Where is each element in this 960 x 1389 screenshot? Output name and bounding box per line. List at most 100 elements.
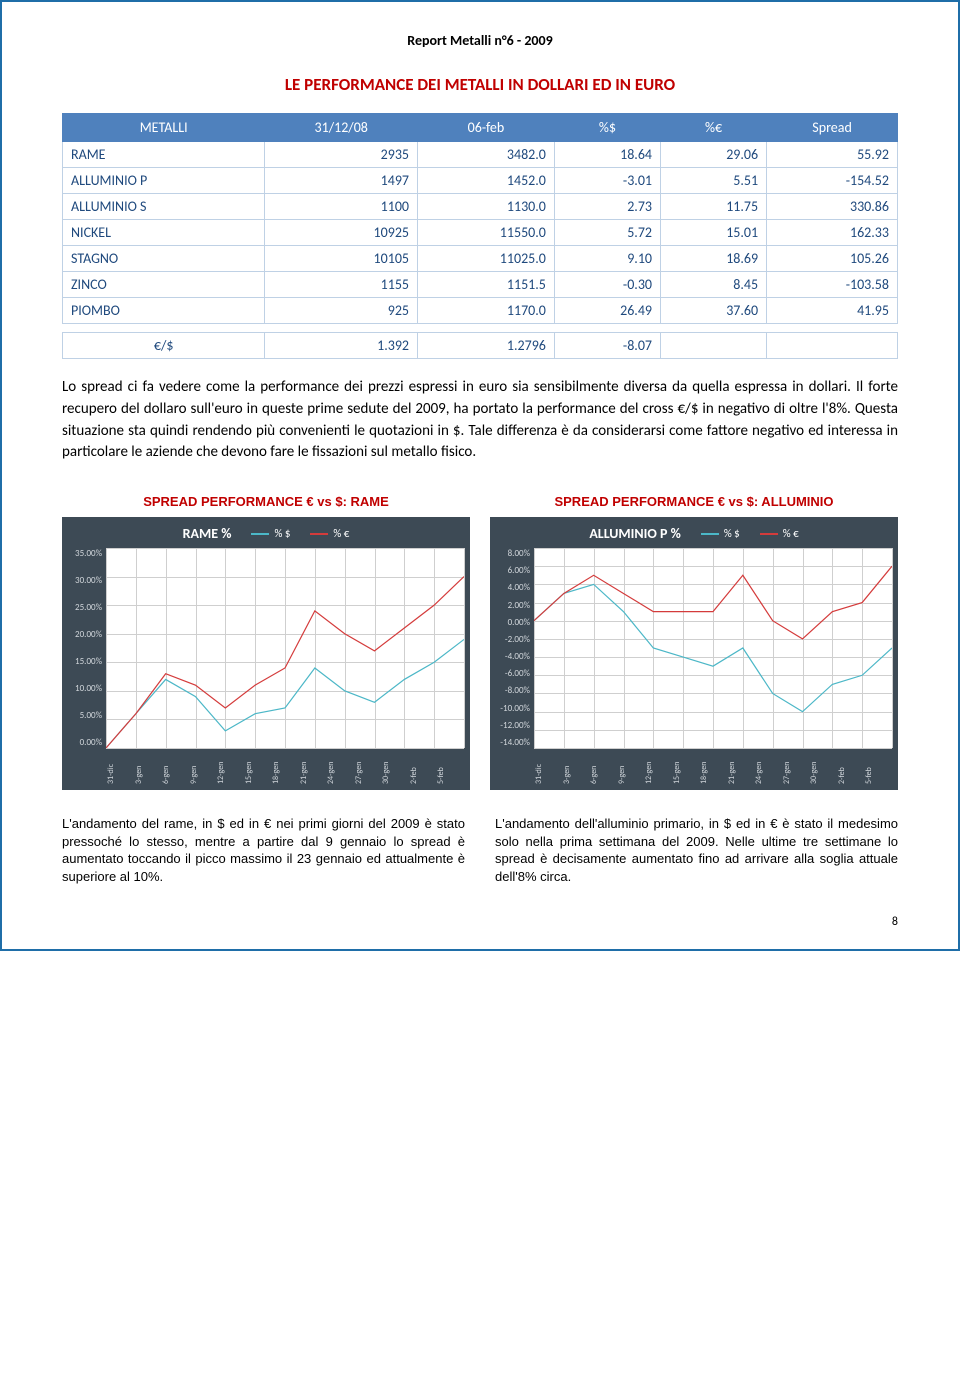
table-cell: 26.49 [554, 298, 660, 324]
section-title: LE PERFORMANCE DEI METALLI IN DOLLARI ED… [62, 74, 898, 95]
table-cell: 1.2796 [418, 333, 555, 359]
y-tick-label: -6.00% [496, 668, 530, 679]
x-tick-label: 27-gen [354, 752, 382, 784]
legend-label: % € [333, 527, 349, 540]
table-row: ALLUMINIO S11001130.02.7311.75330.86 [63, 194, 898, 220]
table-cell: 10925 [265, 220, 418, 246]
y-tick-label: 0.00% [496, 617, 530, 628]
table-header-cell: 06-feb [418, 114, 555, 142]
y-tick-label: 30.00% [68, 575, 102, 586]
x-tick-label: 12-gen [644, 752, 672, 784]
table-cell: 5.72 [554, 220, 660, 246]
table-cell: 15.01 [661, 220, 767, 246]
y-tick-label: 25.00% [68, 602, 102, 613]
table-row: ALLUMINIO P14971452.0-3.015.51-154.52 [63, 168, 898, 194]
y-tick-label: -4.00% [496, 651, 530, 662]
chart-rame: SPREAD PERFORMANCE € vs $: RAME RAME %% … [62, 494, 470, 790]
y-tick-label: -14.00% [496, 737, 530, 748]
x-tick-label: 18-gen [271, 752, 299, 784]
table-cell: 1155 [265, 272, 418, 298]
table-cell: 2935 [265, 142, 418, 168]
y-tick-label: 8.00% [496, 548, 530, 559]
table-row: RAME29353482.018.6429.0655.92 [63, 142, 898, 168]
x-tick-label: 30-gen [381, 752, 409, 784]
legend-swatch [701, 533, 719, 535]
table-cell: €/$ [63, 333, 265, 359]
table-cell: ZINCO [63, 272, 265, 298]
table-cell: 9.10 [554, 246, 660, 272]
note-alluminio: L'andamento dell'alluminio primario, in … [495, 815, 898, 885]
x-tick-label: 15-gen [244, 752, 272, 784]
plot-area [534, 548, 892, 748]
table-cell: 1170.0 [418, 298, 555, 324]
table-cell: -8.07 [554, 333, 660, 359]
table-cell [767, 333, 898, 359]
x-tick-label: 9-gen [617, 752, 645, 784]
y-axis: 8.00%6.00%4.00%2.00%0.00%-2.00%-4.00%-6.… [496, 548, 534, 748]
x-tick-label: 3-gen [562, 752, 590, 784]
legend-swatch [251, 533, 269, 535]
table-cell: -3.01 [554, 168, 660, 194]
table-header-cell: 31/12/08 [265, 114, 418, 142]
table-cell: PIOMBO [63, 298, 265, 324]
x-tick-label: 2-feb [837, 752, 865, 784]
table-cell [661, 333, 767, 359]
table-cell: 162.33 [767, 220, 898, 246]
legend-label: % € [783, 527, 799, 540]
legend-label: % $ [724, 527, 740, 540]
y-tick-label: -2.00% [496, 634, 530, 645]
table-cell: 1497 [265, 168, 418, 194]
table-cell: 2.73 [554, 194, 660, 220]
page-number: 8 [62, 915, 898, 929]
x-tick-label: 2-feb [409, 752, 437, 784]
table-cell: 1130.0 [418, 194, 555, 220]
x-tick-label: 31-dic [106, 752, 134, 784]
table-row: NICKEL1092511550.05.7215.01162.33 [63, 220, 898, 246]
charts-row: SPREAD PERFORMANCE € vs $: RAME RAME %% … [62, 494, 898, 790]
table-cell: 1452.0 [418, 168, 555, 194]
x-tick-label: 21-gen [727, 752, 755, 784]
table-row: ZINCO11551151.5-0.308.45-103.58 [63, 272, 898, 298]
table-cell: 105.26 [767, 246, 898, 272]
x-tick-label: 9-gen [189, 752, 217, 784]
table-cell: RAME [63, 142, 265, 168]
table-cell: 18.64 [554, 142, 660, 168]
table-cell: ALLUMINIO S [63, 194, 265, 220]
y-tick-label: -12.00% [496, 720, 530, 731]
table-cell: NICKEL [63, 220, 265, 246]
table-cell: 5.51 [661, 168, 767, 194]
legend-label: % $ [274, 527, 290, 540]
table-cell: 10105 [265, 246, 418, 272]
table-header-cell: METALLI [63, 114, 265, 142]
table-cell: STAGNO [63, 246, 265, 272]
performance-table: METALLI31/12/0806-feb%$%€Spread RAME2935… [62, 113, 898, 359]
legend-item: % € [760, 527, 799, 540]
y-tick-label: 10.00% [68, 683, 102, 694]
x-tick-label: 30-gen [809, 752, 837, 784]
table-cell: -0.30 [554, 272, 660, 298]
y-tick-label: -8.00% [496, 685, 530, 696]
x-tick-label: 18-gen [699, 752, 727, 784]
x-tick-label: 31-dic [534, 752, 562, 784]
table-cell: -103.58 [767, 272, 898, 298]
chart-title-rame: SPREAD PERFORMANCE € vs $: RAME [62, 494, 470, 509]
x-tick-label: 6-gen [589, 752, 617, 784]
y-tick-label: 15.00% [68, 656, 102, 667]
y-axis: 35.00%30.00%25.00%20.00%15.00%10.00%5.00… [68, 548, 106, 748]
y-tick-label: -10.00% [496, 703, 530, 714]
notes-row: L'andamento del rame, in $ ed in € nei p… [62, 815, 898, 885]
table-cell: 37.60 [661, 298, 767, 324]
x-tick-label: 3-gen [134, 752, 162, 784]
table-cell: 8.45 [661, 272, 767, 298]
body-paragraph: Lo spread ci fa vedere come la performan… [62, 377, 898, 464]
x-tick-label: 24-gen [754, 752, 782, 784]
y-tick-label: 4.00% [496, 582, 530, 593]
table-cell: 1151.5 [418, 272, 555, 298]
legend-item: % $ [701, 527, 740, 540]
y-tick-label: 5.00% [68, 710, 102, 721]
table-header-cell: Spread [767, 114, 898, 142]
x-tick-label: 5-feb [436, 752, 464, 784]
table-cell: -154.52 [767, 168, 898, 194]
table-row: STAGNO1010511025.09.1018.69105.26 [63, 246, 898, 272]
table-cell: 18.69 [661, 246, 767, 272]
